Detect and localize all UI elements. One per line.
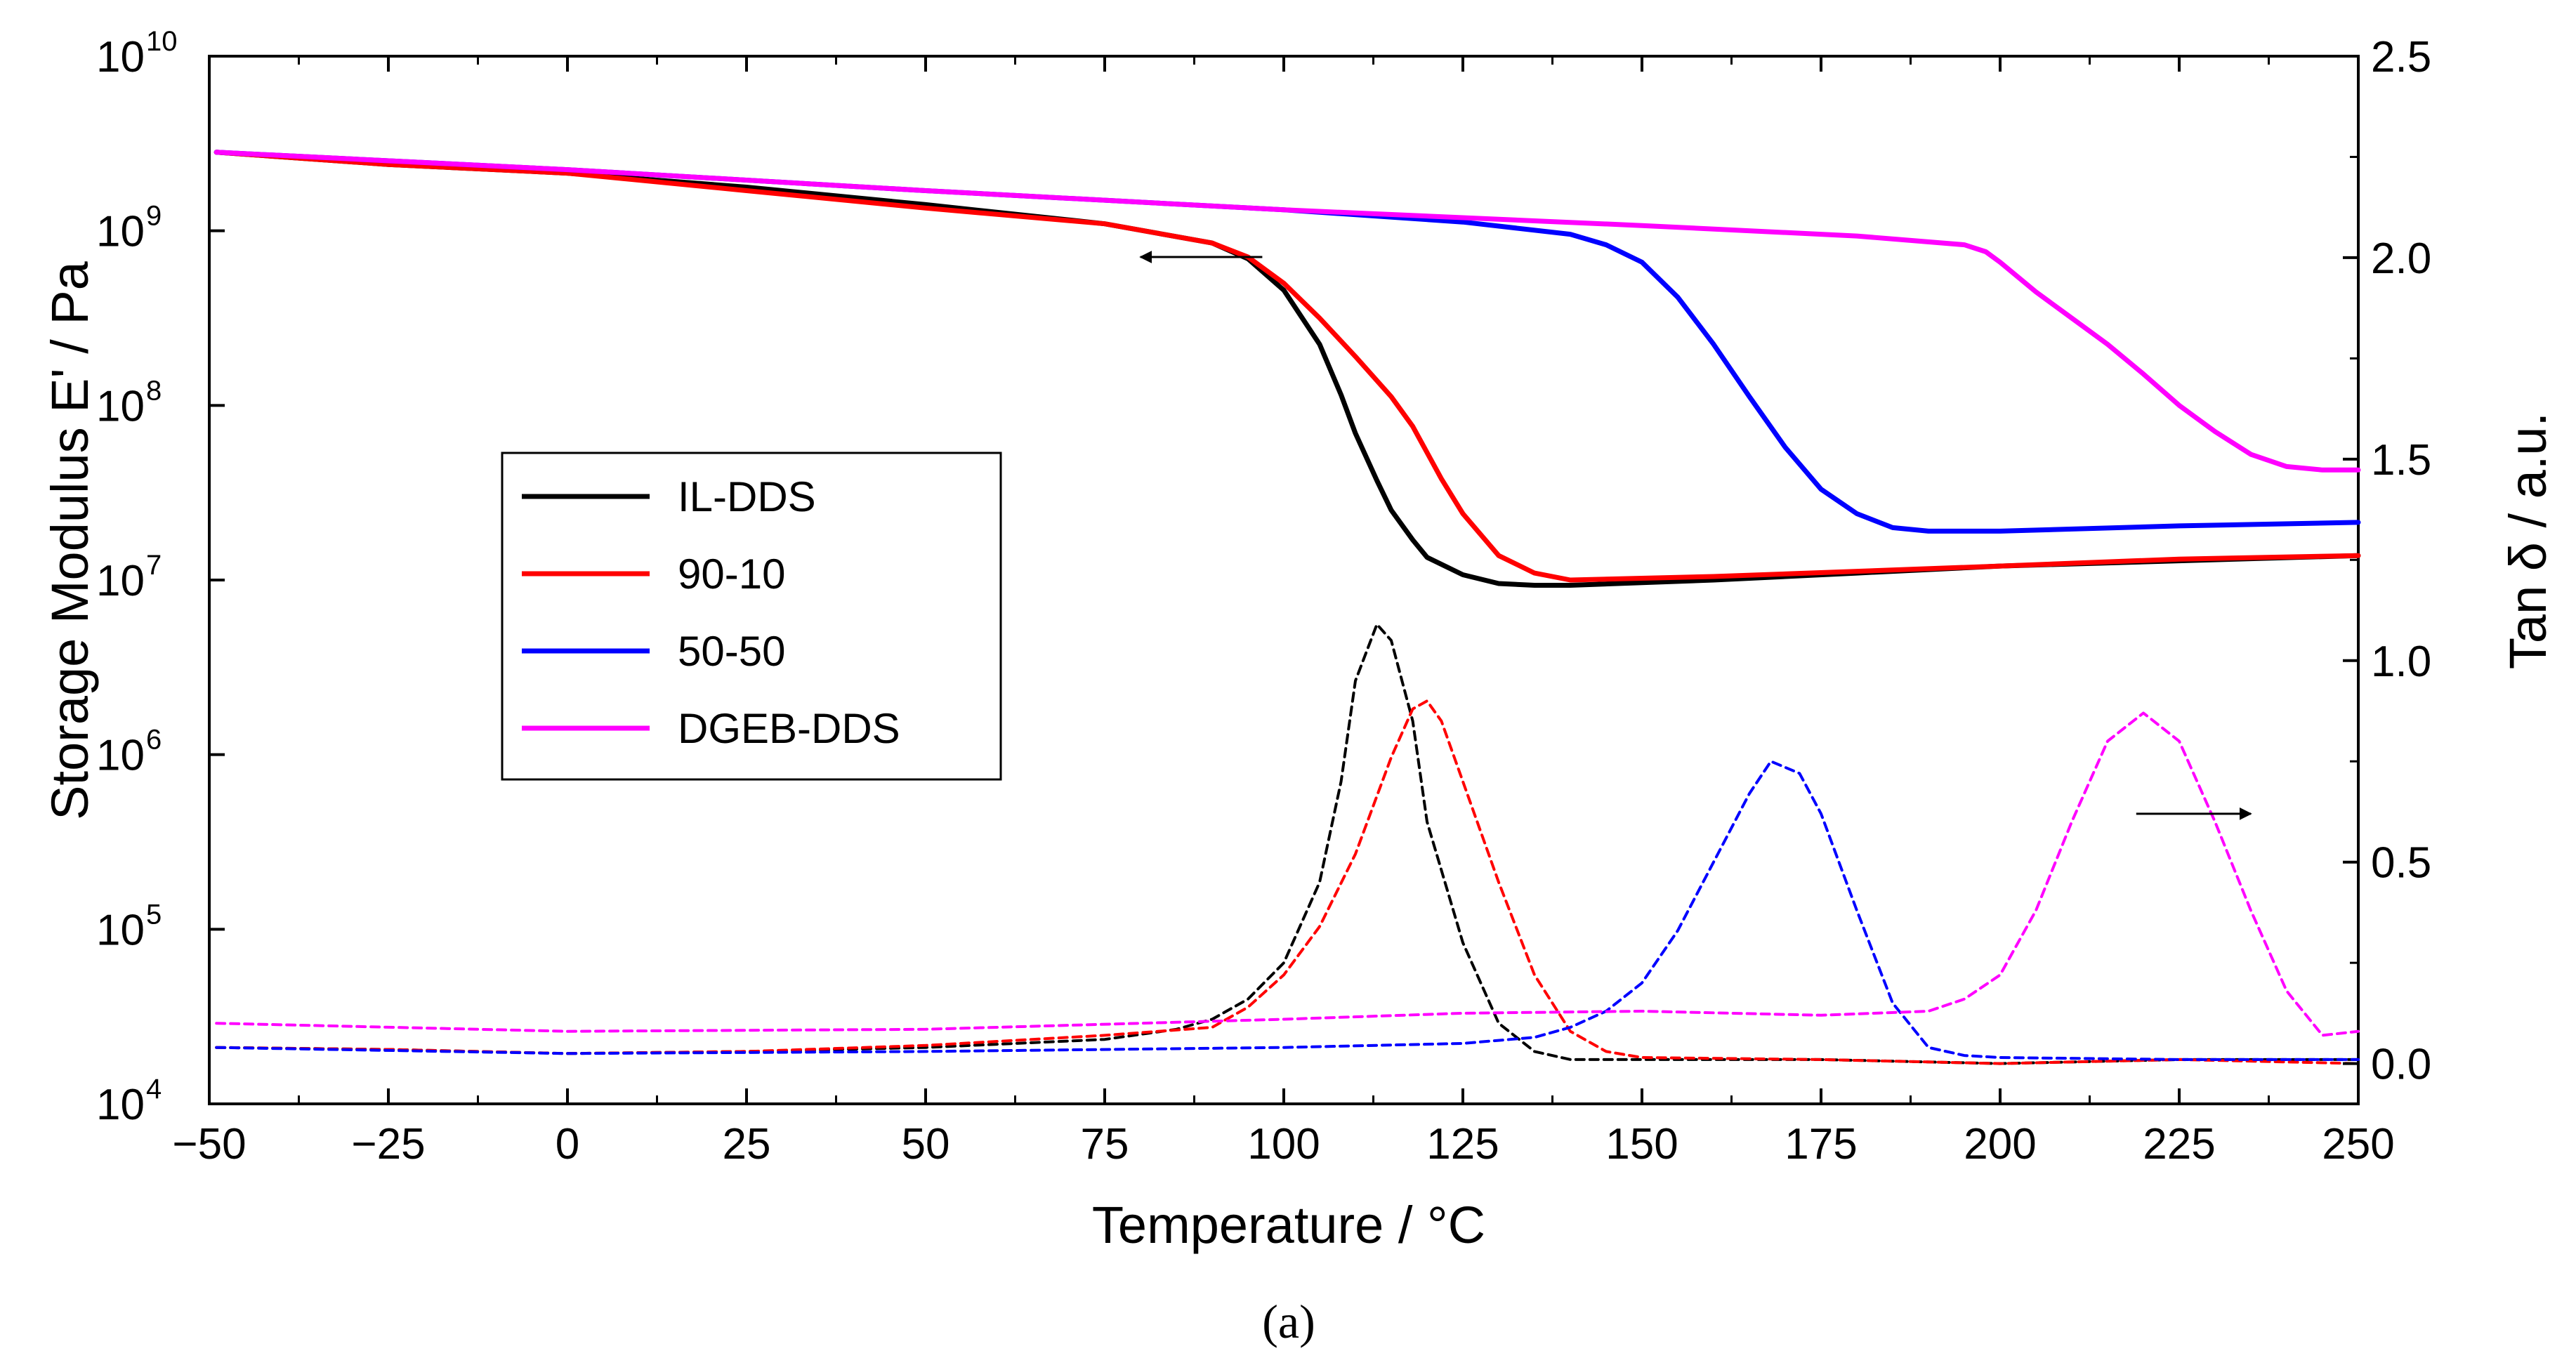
legend-label: 50-50 <box>678 628 785 675</box>
legend: IL-DDS 90-10 50-50 DGEB-DDS <box>501 452 1002 781</box>
x-tick-label: 200 <box>1964 1120 2036 1168</box>
y-left-tick-label: 10 <box>96 732 145 780</box>
legend-box <box>501 452 1002 781</box>
x-tick-label: 100 <box>1247 1120 1320 1168</box>
y-axis-right: 0.0 0.5 1.0 1.5 2.0 2.5 <box>2343 33 2431 1089</box>
legend-label: 90-10 <box>678 551 785 598</box>
figure-caption: (a) <box>1262 1295 1315 1348</box>
y-left-tick-exponent: 7 <box>146 550 162 581</box>
y-left-tick-exponent: 10 <box>146 26 178 57</box>
x-tick-label: 175 <box>1785 1120 1857 1168</box>
y-right-tick-label: 0.0 <box>2371 1041 2431 1089</box>
series-50-50-tan <box>215 760 2360 1061</box>
axis-arrows <box>1139 250 2252 820</box>
y-left-tick-exponent: 4 <box>146 1074 162 1105</box>
series-dgeb-dds-tan <box>215 711 2360 1037</box>
x-axis: −50 −25 0 25 50 75 100 125 150 175 200 225 250 <box>172 56 2395 1168</box>
series-dgeb-dds <box>213 150 2361 473</box>
y-right-tick-label: 1.5 <box>2371 436 2431 485</box>
y-left-tick-label: 10 <box>96 1081 145 1129</box>
y-left-tick-exponent: 9 <box>146 201 162 232</box>
y-left-tick-exponent: 8 <box>146 375 162 406</box>
y-axis-left-title: Storage Modulus E' / Pa <box>41 261 99 820</box>
y-right-tick-label: 2.5 <box>2371 33 2431 81</box>
x-axis-title: Temperature / °C <box>1092 1196 1485 1254</box>
y-left-tick-label: 10 <box>96 906 145 954</box>
series-90-10-tan <box>215 699 2360 1065</box>
legend-label: DGEB-DDS <box>678 705 900 752</box>
y-axis-right-title: Tan δ / a.u. <box>2499 412 2557 669</box>
legend-label: IL-DDS <box>678 473 816 520</box>
x-tick-label: 25 <box>723 1120 771 1168</box>
x-tick-label: −25 <box>351 1120 425 1168</box>
x-tick-label: 50 <box>902 1120 950 1168</box>
y-left-tick-label: 10 <box>96 382 145 430</box>
series-layer <box>213 150 2361 1065</box>
series-il-dds-tan <box>215 623 2360 1065</box>
x-tick-label: −50 <box>172 1120 246 1168</box>
x-tick-label: 150 <box>1605 1120 1678 1168</box>
y-left-tick-label: 10 <box>96 557 145 605</box>
x-tick-label: 125 <box>1426 1120 1499 1168</box>
x-tick-label: 225 <box>2143 1120 2215 1168</box>
y-left-tick-label: 10 <box>96 33 145 81</box>
x-tick-label: 0 <box>556 1120 579 1168</box>
y-left-tick-exponent: 5 <box>146 899 162 930</box>
y-right-tick-label: 0.5 <box>2371 839 2431 888</box>
y-left-tick-exponent: 6 <box>146 725 162 756</box>
y-right-tick-label: 2.0 <box>2371 235 2431 283</box>
x-tick-label: 75 <box>1081 1120 1129 1168</box>
y-right-tick-label: 1.0 <box>2371 638 2431 686</box>
series-90-10 <box>213 150 2361 583</box>
series-il-dds <box>213 150 2361 588</box>
y-left-tick-label: 10 <box>96 208 145 256</box>
x-tick-label: 250 <box>2322 1120 2394 1168</box>
